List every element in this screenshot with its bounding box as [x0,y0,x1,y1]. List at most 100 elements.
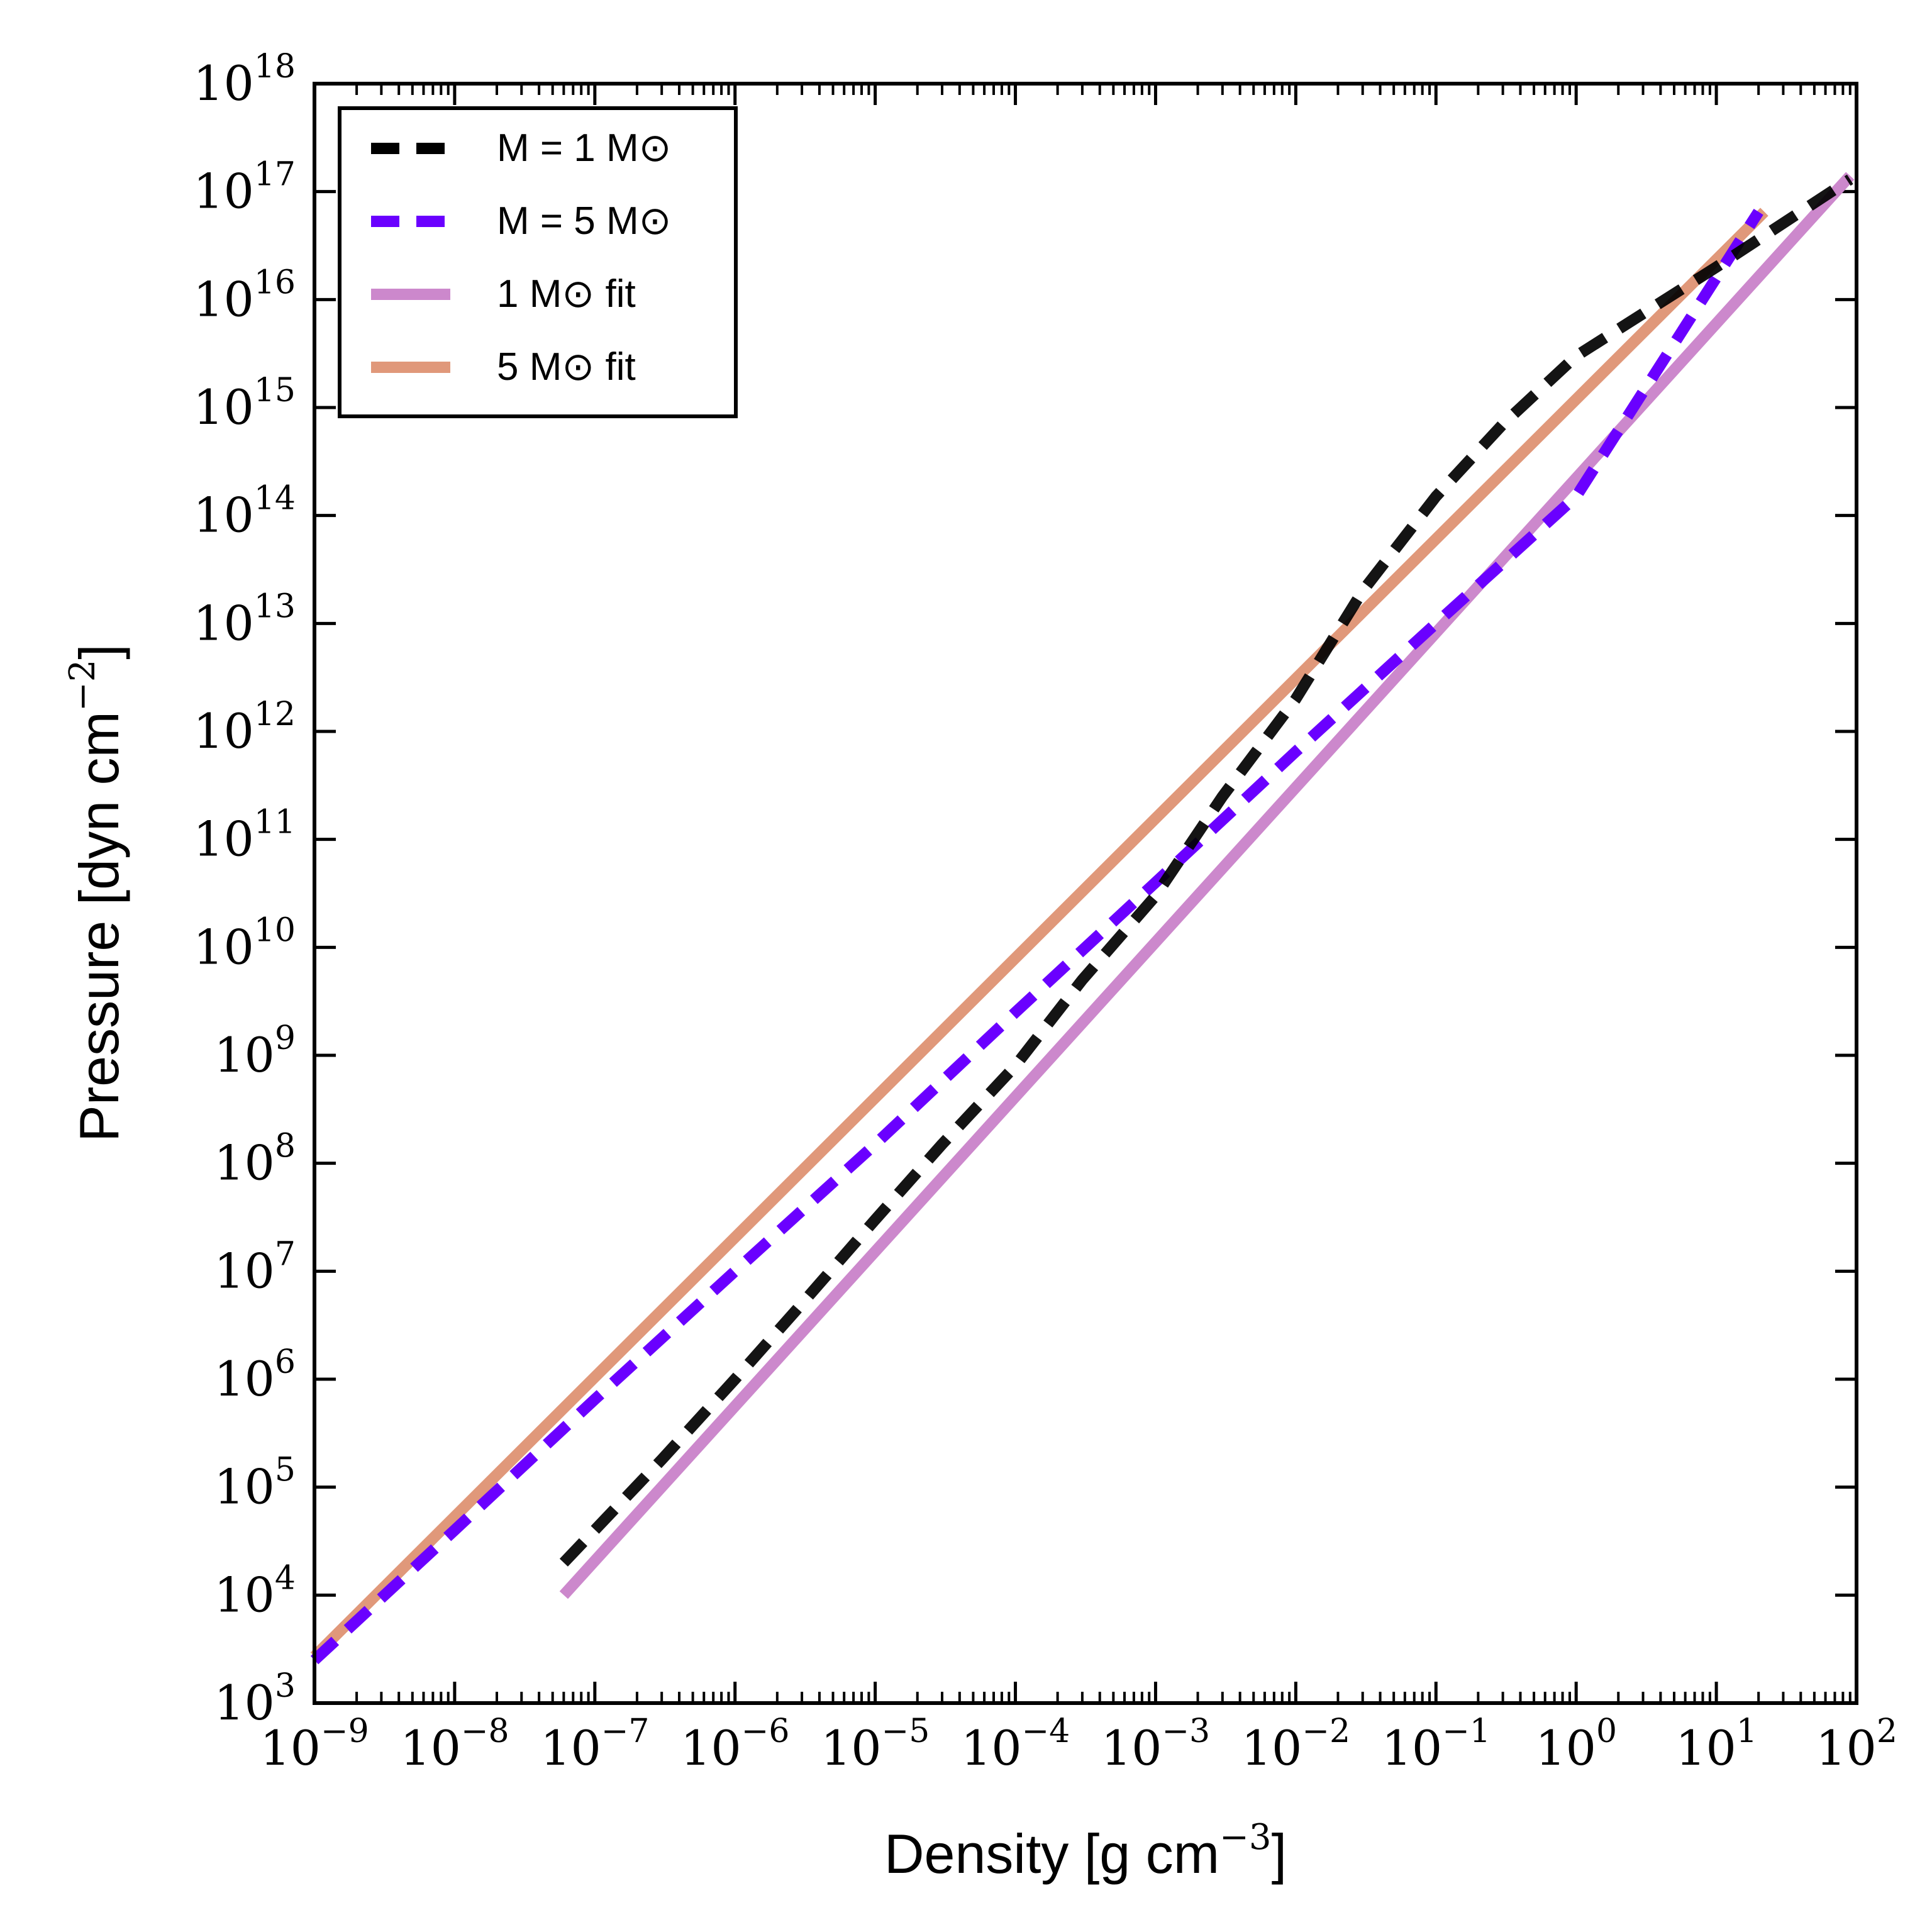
series-line-1msun [559,174,1853,1567]
x-axis-label-exponent: −3 [1219,1817,1272,1858]
y-tick-label-exponent: 9 [275,1019,296,1057]
x-tick-label-base: 10 [260,1720,321,1776]
legend-entry-1msun-fit: 1 M⊙ fit [371,272,636,316]
x-tick-label-base: 10 [1816,1720,1877,1776]
legend-label-5msun: M = 5 M⊙ [497,199,672,243]
y-tick-label: 1014 [193,480,296,543]
x-tick-label: 10−4 [961,1713,1070,1776]
y-tick-label-base: 10 [214,1243,275,1299]
x-tick-label-base: 10 [961,1720,1022,1776]
series-layer [310,172,1855,1665]
y-axis-label-exponent: −2 [62,660,103,712]
legend-label-5msun-fit: 5 M⊙ fit [497,345,636,389]
x-tick-label: 10−7 [540,1713,649,1776]
x-tick-label-base: 10 [680,1720,741,1776]
x-tick-label-exponent: 0 [1596,1713,1617,1750]
y-tick-label-base: 10 [193,919,254,975]
y-tick-label: 1018 [193,48,296,111]
x-tick-label-exponent: −5 [882,1713,930,1750]
x-axis-label: Density [g cm−3] [884,1817,1287,1885]
y-tick-label: 1013 [193,587,296,651]
x-tick-label: 10−2 [1241,1713,1350,1776]
y-tick-label: 107 [214,1235,296,1299]
x-tick-label-exponent: −7 [601,1713,650,1750]
y-tick-label: 106 [214,1343,296,1407]
y-tick-label-exponent: 8 [275,1128,296,1165]
y-tick-label-exponent: 3 [275,1667,296,1705]
x-tick-label: 10−9 [260,1713,369,1776]
series-line-5msun-fit [310,208,1768,1661]
x-tick-label-base: 10 [1675,1720,1736,1776]
y-tick-label: 1015 [193,372,296,435]
y-axis-label-text: Pressure [dyn cm [68,711,130,1142]
x-tick-label-exponent: 1 [1736,1713,1757,1750]
y-tick-label-base: 10 [214,1567,275,1623]
legend-label-1msun-fit: 1 M⊙ fit [497,272,636,316]
y-tick-label-base: 10 [193,595,254,651]
y-tick-label: 104 [214,1559,296,1623]
y-tick-label-exponent: 7 [275,1235,296,1273]
y-axis-label: Pressure [dyn cm−2] [62,644,130,1142]
y-tick-label-base: 10 [214,1135,275,1191]
y-tick-label: 103 [214,1667,296,1731]
y-tick-label: 1012 [193,696,296,759]
y-tick-label-exponent: 14 [254,480,296,518]
y-tick-label-base: 10 [193,487,254,543]
y-tick-label-exponent: 18 [254,48,296,86]
legend: M = 1 M⊙ M = 5 M⊙ 1 M⊙ fit 5 M⊙ fit [338,106,738,418]
x-axis-label-text: Density [g cm [884,1823,1219,1885]
x-tick-label-base: 10 [1535,1720,1596,1776]
y-tick-label: 1011 [193,804,296,867]
x-tick-label: 100 [1535,1713,1617,1776]
x-tick-label-exponent: −4 [1022,1713,1070,1750]
y-tick-label-base: 10 [193,164,254,219]
y-tick-label-exponent: 5 [275,1452,296,1489]
y-tick-label-base: 10 [193,811,254,867]
x-tick-label: 10−6 [680,1713,789,1776]
y-tick-label-exponent: 15 [254,372,296,409]
x-tick-label: 10−3 [1101,1713,1210,1776]
x-tick-label: 10−1 [1382,1713,1491,1776]
legend-entry-5msun: M = 5 M⊙ [371,199,672,243]
x-tick-label-base: 10 [1241,1720,1302,1776]
y-tick-label-exponent: 17 [254,156,296,194]
y-tick-label-exponent: 6 [275,1343,296,1381]
y-tick-label: 109 [214,1019,296,1083]
y-tick-label-base: 10 [193,703,254,759]
x-tick-label-exponent: −6 [741,1713,790,1750]
x-tick-labels: 10−9 10−8 10−7 10−6 10−5 10−4 10−3 10−2 10−1 100 1… [260,1713,1897,1776]
x-tick-label-exponent: −2 [1302,1713,1350,1750]
x-tick-label-base: 10 [821,1720,882,1776]
y-tick-labels: 1031041051061071081091010101110121013101… [193,48,296,1731]
plot-frame [313,82,1858,1705]
y-tick-label-base: 10 [214,1459,275,1515]
x-tick-label-base: 10 [1101,1720,1162,1776]
x-tick-label-base: 10 [1382,1720,1443,1776]
y-tick-label: 1017 [193,156,296,219]
x-tick-label: 10−8 [400,1713,509,1776]
x-tick-label-exponent: 2 [1877,1713,1897,1750]
x-tick-label-base: 10 [400,1720,461,1776]
x-tick-label-exponent: −3 [1162,1713,1210,1750]
x-tick-label-base: 10 [540,1720,601,1776]
y-tick-label-exponent: 11 [254,804,296,841]
x-tick-label: 102 [1816,1713,1897,1776]
y-tick-label: 1016 [193,264,296,327]
y-tick-label-exponent: 12 [254,696,296,733]
y-tick-label-base: 10 [193,271,254,327]
y-tick-label-exponent: 16 [254,264,296,301]
y-tick-label-base: 10 [214,1675,275,1731]
series-line-5msun [310,208,1763,1665]
y-tick-label-base: 10 [193,379,254,435]
y-tick-label: 1010 [193,911,296,975]
y-tick-label-base: 10 [214,1027,275,1083]
x-axis-label-close: ] [1272,1823,1287,1885]
x-tick-label: 101 [1675,1713,1757,1776]
y-axis-label-close: ] [68,644,130,659]
y-tick-label-base: 10 [214,1351,275,1407]
y-tick-label-exponent: 10 [254,911,296,949]
legend-label-1msun: M = 1 M⊙ [497,126,672,170]
y-tick-label-exponent: 4 [275,1559,296,1597]
